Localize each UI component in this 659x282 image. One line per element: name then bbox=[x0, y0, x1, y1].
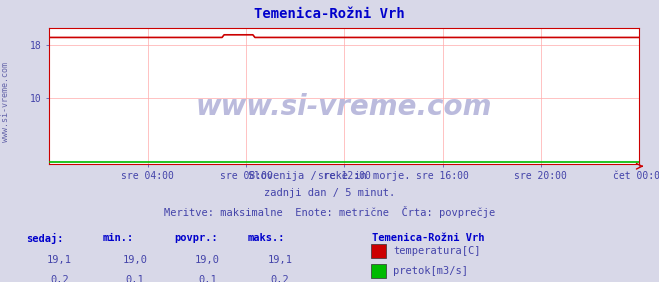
Text: Temenica-Rožni Vrh: Temenica-Rožni Vrh bbox=[254, 7, 405, 21]
Text: Slovenija / reke in morje.: Slovenija / reke in morje. bbox=[248, 171, 411, 180]
Text: 19,0: 19,0 bbox=[195, 255, 220, 265]
Text: maks.:: maks.: bbox=[247, 233, 285, 243]
Text: Meritve: maksimalne  Enote: metrične  Črta: povprečje: Meritve: maksimalne Enote: metrične Črta… bbox=[164, 206, 495, 218]
Text: min.:: min.: bbox=[102, 233, 133, 243]
Text: 0,2: 0,2 bbox=[271, 275, 289, 282]
Text: www.si-vreme.com: www.si-vreme.com bbox=[196, 93, 492, 121]
Text: 19,1: 19,1 bbox=[268, 255, 293, 265]
Text: Temenica-Rožni Vrh: Temenica-Rožni Vrh bbox=[372, 233, 485, 243]
Text: www.si-vreme.com: www.si-vreme.com bbox=[1, 61, 10, 142]
Text: 0,2: 0,2 bbox=[50, 275, 69, 282]
Text: 19,1: 19,1 bbox=[47, 255, 72, 265]
Text: sedaj:: sedaj: bbox=[26, 233, 64, 244]
Text: pretok[m3/s]: pretok[m3/s] bbox=[393, 266, 469, 276]
Text: temperatura[C]: temperatura[C] bbox=[393, 246, 481, 256]
Text: 0,1: 0,1 bbox=[198, 275, 217, 282]
Text: 19,0: 19,0 bbox=[123, 255, 148, 265]
Text: povpr.:: povpr.: bbox=[175, 233, 218, 243]
Text: 0,1: 0,1 bbox=[126, 275, 144, 282]
Text: zadnji dan / 5 minut.: zadnji dan / 5 minut. bbox=[264, 188, 395, 198]
